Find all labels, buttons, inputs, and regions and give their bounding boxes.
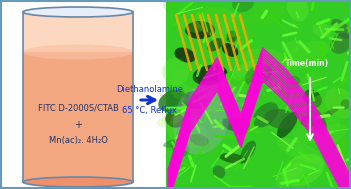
Ellipse shape	[219, 153, 247, 164]
Ellipse shape	[23, 44, 133, 60]
Ellipse shape	[313, 124, 346, 146]
Ellipse shape	[220, 76, 268, 92]
Ellipse shape	[245, 64, 272, 86]
Ellipse shape	[300, 115, 322, 127]
Ellipse shape	[158, 90, 186, 112]
Ellipse shape	[331, 19, 351, 39]
Bar	[23, 12, 133, 52]
Ellipse shape	[163, 0, 178, 12]
Ellipse shape	[282, 154, 324, 186]
Ellipse shape	[173, 85, 229, 155]
Ellipse shape	[221, 43, 238, 57]
Bar	[166, 0, 351, 189]
Ellipse shape	[166, 82, 210, 108]
Ellipse shape	[282, 40, 302, 53]
Ellipse shape	[325, 88, 351, 119]
Ellipse shape	[330, 33, 351, 54]
Ellipse shape	[230, 21, 255, 46]
Ellipse shape	[176, 16, 202, 33]
Ellipse shape	[163, 139, 184, 148]
Ellipse shape	[184, 80, 249, 140]
Ellipse shape	[253, 102, 278, 128]
Ellipse shape	[226, 30, 237, 43]
Ellipse shape	[207, 38, 224, 51]
Ellipse shape	[248, 5, 286, 26]
Ellipse shape	[193, 65, 227, 85]
Text: Mn(ac)₂. 4H₂O: Mn(ac)₂. 4H₂O	[48, 136, 107, 146]
Ellipse shape	[23, 7, 133, 17]
Ellipse shape	[164, 112, 207, 149]
Ellipse shape	[185, 21, 215, 39]
Text: +: +	[74, 120, 82, 130]
Ellipse shape	[231, 118, 250, 135]
Ellipse shape	[277, 112, 298, 138]
Ellipse shape	[289, 76, 300, 86]
Ellipse shape	[241, 48, 287, 69]
Ellipse shape	[313, 22, 331, 38]
Ellipse shape	[276, 162, 303, 187]
Ellipse shape	[157, 112, 184, 127]
Ellipse shape	[194, 7, 243, 38]
Ellipse shape	[322, 136, 351, 157]
Ellipse shape	[188, 81, 236, 114]
Ellipse shape	[340, 99, 351, 109]
Ellipse shape	[286, 41, 329, 70]
Bar	[0, 0, 166, 189]
Ellipse shape	[171, 69, 199, 95]
Text: Diethanolamine: Diethanolamine	[116, 85, 183, 94]
Ellipse shape	[172, 138, 188, 157]
Ellipse shape	[293, 115, 340, 143]
Ellipse shape	[303, 89, 322, 108]
Ellipse shape	[332, 166, 351, 186]
Ellipse shape	[168, 113, 184, 145]
Ellipse shape	[311, 108, 339, 123]
Ellipse shape	[308, 95, 329, 120]
Text: Time(min): Time(min)	[285, 59, 329, 68]
Ellipse shape	[277, 138, 323, 163]
Ellipse shape	[265, 109, 297, 129]
Text: FITC D-2000S/CTAB: FITC D-2000S/CTAB	[38, 104, 118, 112]
Ellipse shape	[309, 100, 320, 108]
Ellipse shape	[23, 177, 133, 187]
Bar	[23, 12, 133, 182]
Ellipse shape	[165, 112, 185, 128]
Ellipse shape	[183, 91, 207, 109]
Ellipse shape	[213, 165, 225, 178]
Ellipse shape	[307, 107, 327, 135]
Ellipse shape	[162, 58, 189, 86]
Ellipse shape	[232, 59, 262, 81]
Text: 65 °C, Reflux: 65 °C, Reflux	[122, 106, 177, 115]
Ellipse shape	[196, 5, 226, 23]
Ellipse shape	[240, 141, 256, 161]
Ellipse shape	[174, 47, 196, 63]
Ellipse shape	[223, 118, 239, 131]
Ellipse shape	[190, 134, 208, 146]
Ellipse shape	[287, 0, 308, 22]
Ellipse shape	[232, 0, 254, 12]
Ellipse shape	[304, 71, 321, 87]
